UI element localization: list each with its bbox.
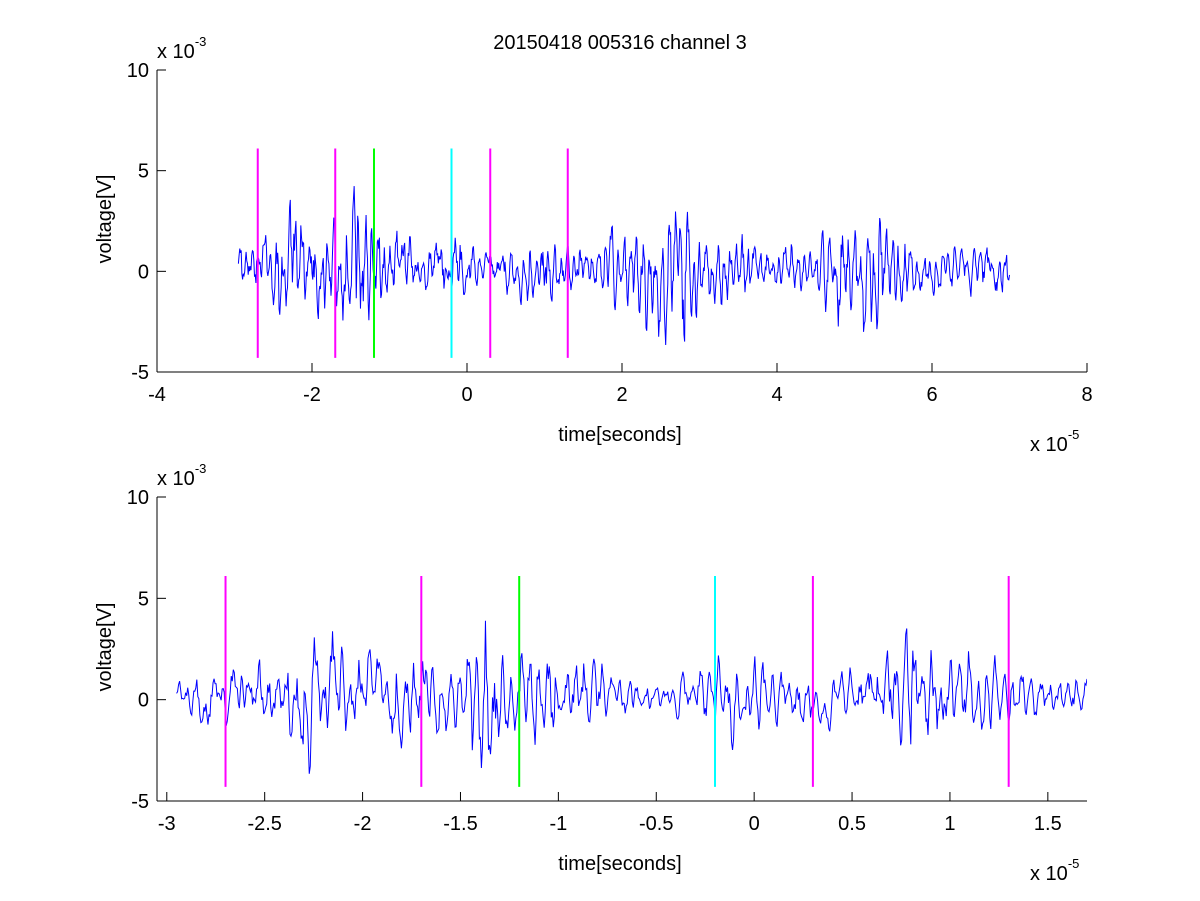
signal-line bbox=[176, 620, 1087, 774]
x-tick-label: 0 bbox=[461, 384, 472, 406]
y-exponent-label: x 10-3 bbox=[157, 461, 206, 490]
x-exponent-power: -5 bbox=[1068, 856, 1080, 871]
x-exponent-base: x 10 bbox=[1030, 863, 1068, 885]
x-axis-label: time[seconds] bbox=[558, 853, 681, 875]
x-tick-label: -2 bbox=[303, 384, 321, 406]
y-tick-label: 5 bbox=[138, 588, 149, 610]
x-tick-label: 1.5 bbox=[1034, 813, 1062, 835]
x-tick-label: -0.5 bbox=[639, 813, 673, 835]
x-exponent-base: x 10 bbox=[1030, 434, 1068, 456]
x-tick-label: -2.5 bbox=[247, 813, 281, 835]
y-exponent-power: -3 bbox=[195, 461, 207, 476]
y-tick-label: -5 bbox=[131, 791, 149, 813]
x-tick-label: -3 bbox=[158, 813, 176, 835]
x-axis-label: time[seconds] bbox=[558, 424, 681, 446]
x-tick-label: 2 bbox=[616, 384, 627, 406]
x-exponent-label: x 10-5 bbox=[1030, 856, 1079, 885]
top-axes: -5 0 5 10 -4 -2 0 2 4 6 8 time[seconds] voltage[V] x … bbox=[94, 34, 1093, 456]
y-tick-label: -5 bbox=[131, 362, 149, 384]
y-exponent-base: x 10 bbox=[157, 41, 195, 63]
y-exponent-power: -3 bbox=[195, 34, 207, 49]
x-tick-label: 0 bbox=[749, 813, 760, 835]
x-exponent-label: x 10-5 bbox=[1030, 427, 1079, 456]
signal-line bbox=[237, 186, 1010, 346]
y-exponent-label: x 10-3 bbox=[157, 34, 206, 63]
x-tick-label: -2 bbox=[354, 813, 372, 835]
x-tick-label: 0.5 bbox=[838, 813, 866, 835]
y-tick-label: 5 bbox=[138, 161, 149, 183]
y-tick-label: 0 bbox=[138, 261, 149, 283]
x-exponent-power: -5 bbox=[1068, 427, 1080, 442]
x-tick-label: 1 bbox=[944, 813, 955, 835]
y-axis-label: voltage[V] bbox=[94, 603, 116, 692]
y-axis-label: voltage[V] bbox=[94, 175, 116, 264]
y-tick-label: 10 bbox=[127, 60, 149, 82]
y-exponent-base: x 10 bbox=[157, 468, 195, 490]
y-tick-label: 10 bbox=[127, 487, 149, 509]
x-tick-label: 4 bbox=[771, 384, 782, 406]
x-tick-label: 8 bbox=[1081, 384, 1092, 406]
bottom-axes: -5 0 5 10 -3 -2.5 -2 -1.5 -1 -0.5 0 0.5 1 1.5 time[sec… bbox=[94, 461, 1087, 885]
x-tick-label: -1 bbox=[549, 813, 567, 835]
x-tick-label: 6 bbox=[926, 384, 937, 406]
x-tick-label: -1.5 bbox=[443, 813, 477, 835]
y-tick-label: 0 bbox=[138, 690, 149, 712]
x-tick-label: -4 bbox=[148, 384, 166, 406]
chart-title: 20150418 005316 channel 3 bbox=[493, 32, 747, 54]
